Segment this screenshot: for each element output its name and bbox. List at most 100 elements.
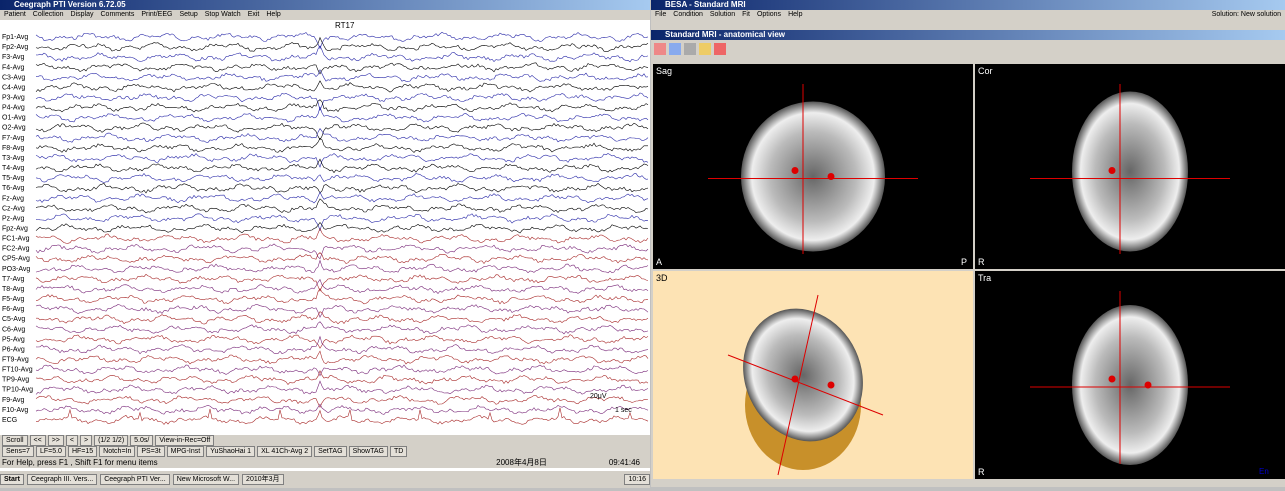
- tool-icon[interactable]: [699, 43, 711, 55]
- channel-label: Fp1-Avg: [2, 34, 28, 41]
- window-title: Ceegraph PTI Version 6.72.05: [0, 0, 650, 10]
- head-image: [1072, 305, 1188, 465]
- start-button[interactable]: Start: [0, 474, 24, 485]
- toolbar-button[interactable]: View-in-Rec=Off: [155, 435, 214, 446]
- taskbar: Start Ceegraph III. Vers...Ceegraph PTI …: [0, 470, 650, 488]
- channel-label: F5-Avg: [2, 296, 25, 303]
- view-label: Sag: [656, 66, 672, 76]
- toolbar-button[interactable]: <: [66, 435, 78, 446]
- status-text: For Help, press F1 , Shift F1 for menu i…: [2, 458, 158, 467]
- channel-label: P5-Avg: [2, 336, 25, 343]
- channel-label: T3-Avg: [2, 155, 25, 162]
- menu-item[interactable]: Exit: [248, 10, 260, 20]
- eeg-trace: [36, 253, 648, 264]
- toolbar-button[interactable]: SetTAG: [314, 446, 346, 457]
- eeg-trace: [36, 159, 648, 172]
- eeg-trace: [36, 38, 648, 52]
- toolbar-button[interactable]: XL 41Ch-Avg 2: [257, 446, 312, 457]
- eeg-trace: [36, 244, 648, 259]
- tool-icon[interactable]: [714, 43, 726, 55]
- eeg-trace: [36, 63, 648, 74]
- scale-label: 20μV: [590, 393, 607, 400]
- eeg-trace: [36, 365, 648, 376]
- toolbar-button[interactable]: MPG-Inst: [167, 446, 205, 457]
- channel-label: Fz-Avg: [2, 195, 24, 202]
- source-dipole: [828, 173, 835, 180]
- orientation-label: P: [961, 257, 967, 267]
- eeg-trace: [36, 107, 648, 122]
- eeg-window: Ceegraph PTI Version 6.72.05 Patient Coll…: [0, 0, 650, 470]
- menu-item[interactable]: Patient: [4, 10, 26, 20]
- source-dipole: [1145, 382, 1152, 389]
- channel-label: C3-Avg: [2, 74, 25, 81]
- taskbar-item[interactable]: New Microsoft W...: [173, 474, 239, 485]
- eeg-trace: [36, 214, 648, 231]
- scale-label: 1 sec: [615, 407, 632, 414]
- taskbar-item[interactable]: 2010年3月: [242, 474, 283, 485]
- toolbar-button[interactable]: PS=3t: [137, 446, 164, 457]
- toolbar-button[interactable]: >: [80, 435, 92, 446]
- toolbar-button[interactable]: HF=15: [68, 446, 97, 457]
- source-dipole: [1109, 167, 1116, 174]
- eeg-trace: [36, 304, 648, 317]
- eeg-trace: [36, 183, 648, 193]
- channel-label: P3-Avg: [2, 95, 25, 102]
- eeg-trace: [36, 123, 648, 140]
- view-label: 3D: [656, 273, 668, 283]
- toolbar: Scroll<<>><>(1/2 1/2)5.0s/View-in-Rec=Of…: [0, 435, 650, 446]
- menu-item[interactable]: Help: [788, 10, 802, 20]
- toolbar-button[interactable]: YuShaoHai 1: [206, 446, 255, 457]
- toolbar-button[interactable]: Notch=In: [99, 446, 135, 457]
- toolbar-button[interactable]: >>: [48, 435, 64, 446]
- toolbar-button[interactable]: Sens=7: [2, 446, 34, 457]
- menu-item[interactable]: Help: [266, 10, 280, 20]
- taskbar-item[interactable]: Ceegraph PTI Ver...: [100, 474, 169, 485]
- tool-icon[interactable]: [654, 43, 666, 55]
- menu-item[interactable]: Print/EEG: [141, 10, 172, 20]
- eeg-trace: [36, 337, 648, 354]
- tool-icon[interactable]: [669, 43, 681, 55]
- menu-item[interactable]: Options: [757, 10, 781, 20]
- toolbar-button[interactable]: TD: [390, 446, 407, 457]
- menu-item[interactable]: Condition: [673, 10, 703, 20]
- menu-item[interactable]: Stop Watch: [205, 10, 241, 20]
- toolbar-button[interactable]: <<: [30, 435, 46, 446]
- eeg-trace: [36, 335, 648, 349]
- channel-label: T5-Avg: [2, 175, 25, 182]
- toolbar-button[interactable]: ShowTAG: [349, 446, 388, 457]
- eeg-trace: [36, 404, 648, 414]
- channel-label: F3-Avg: [2, 54, 25, 61]
- toolbar: [651, 40, 1285, 64]
- channel-label: Fp2-Avg: [2, 44, 28, 51]
- channel-label: Pz-Avg: [2, 215, 25, 222]
- menu-item[interactable]: Solution: [710, 10, 735, 20]
- channel-label: Fpz-Avg: [2, 226, 28, 233]
- channel-label: F8-Avg: [2, 145, 25, 152]
- menu-item[interactable]: Setup: [179, 10, 197, 20]
- subwindow-title: Standard MRI - anatomical view: [651, 30, 1285, 40]
- toolbar-button[interactable]: Scroll: [2, 435, 28, 446]
- language-indicator: En: [1259, 467, 1269, 476]
- menu-item[interactable]: Display: [71, 10, 94, 20]
- menu-item[interactable]: Collection: [33, 10, 64, 20]
- eeg-trace: [36, 70, 648, 82]
- toolbar-button[interactable]: (1/2 1/2): [94, 435, 128, 446]
- tool-icon[interactable]: [684, 43, 696, 55]
- taskbar-item[interactable]: Ceegraph III. Vers...: [27, 474, 97, 485]
- menu-item[interactable]: Fit: [742, 10, 750, 20]
- orientation-label: A: [656, 257, 662, 267]
- toolbar-button[interactable]: LF=5.0: [36, 446, 66, 457]
- eeg-trace: [36, 371, 648, 385]
- menu-item[interactable]: Comments: [101, 10, 135, 20]
- toolbar-button[interactable]: 5.0s/: [130, 435, 153, 446]
- channel-label: P4-Avg: [2, 105, 25, 112]
- channel-label: T6-Avg: [2, 185, 25, 192]
- channel-label: F9-Avg: [2, 397, 25, 404]
- menu-item[interactable]: File: [655, 10, 666, 20]
- eeg-trace: [36, 322, 648, 334]
- eeg-trace: [36, 274, 648, 291]
- channel-label: PO3-Avg: [2, 266, 30, 273]
- channel-label: O1-Avg: [2, 115, 26, 122]
